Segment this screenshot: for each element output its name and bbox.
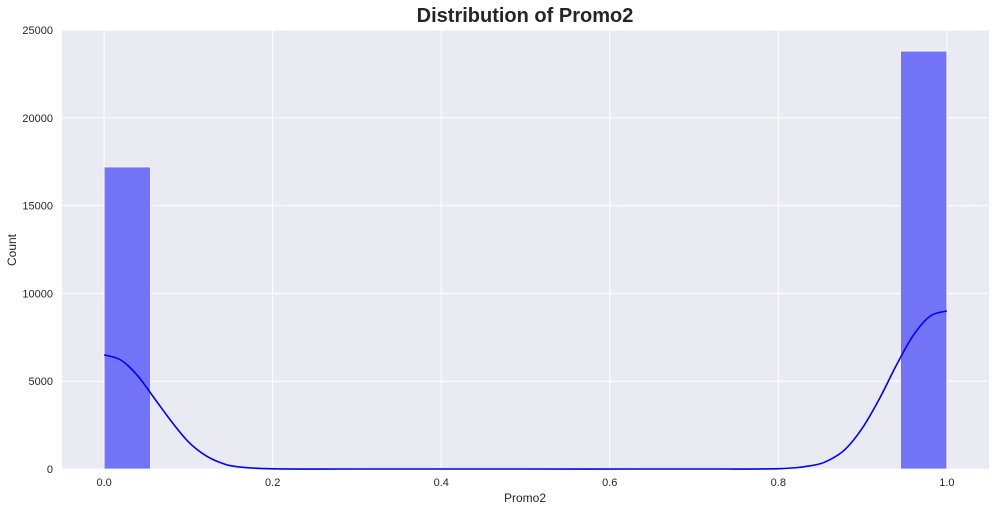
x-tick-label: 0.6 [602, 477, 617, 489]
y-axis-ticks: 0 5000 10000 15000 20000 25000 [22, 25, 53, 476]
y-tick-label: 5000 [29, 376, 53, 388]
kde-line [103, 310, 948, 470]
x-tick-label: 0.0 [96, 477, 111, 489]
y-axis-label: Count [5, 233, 19, 266]
histogram-bars [103, 50, 948, 470]
y-tick-label: 25000 [22, 25, 53, 37]
chart-title: Distribution of Promo2 [417, 5, 634, 27]
y-tick-label: 0 [47, 464, 53, 476]
histogram-bar [103, 166, 151, 470]
plot-background [62, 30, 989, 469]
x-axis-label: Promo2 [504, 491, 546, 505]
x-tick-label: 1.0 [939, 477, 954, 489]
y-tick-label: 10000 [22, 288, 53, 300]
histogram-bar [900, 50, 948, 470]
x-axis-ticks: 0.0 0.2 0.4 0.6 0.8 1.0 [96, 477, 954, 489]
y-tick-label: 20000 [22, 113, 53, 125]
x-tick-label: 0.4 [434, 477, 449, 489]
x-tick-label: 0.8 [771, 477, 786, 489]
y-tick-label: 15000 [22, 201, 53, 213]
x-tick-label: 0.2 [265, 477, 280, 489]
